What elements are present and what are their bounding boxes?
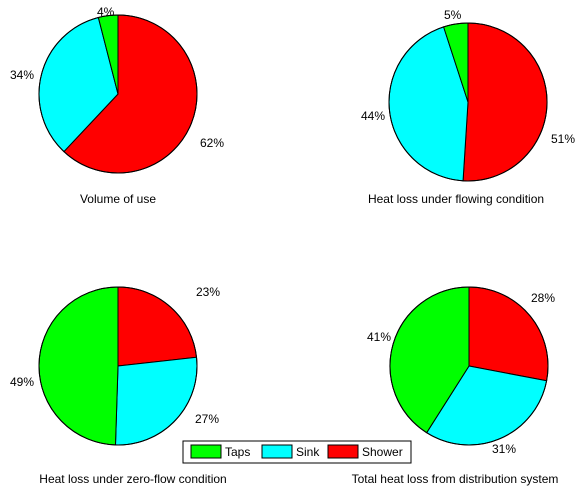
pie-percent-label-sink: 44% xyxy=(361,109,385,123)
legend-swatch-sink xyxy=(261,444,293,459)
pie-percent-label-taps: 49% xyxy=(10,375,34,389)
pie-percent-label-sink: 34% xyxy=(10,68,34,82)
pie-slice-taps xyxy=(38,286,119,446)
pie-chart-volume-of-use: 62% 34% 4% xyxy=(10,5,224,174)
pie-outline xyxy=(38,14,198,174)
legend-label-shower: Shower xyxy=(362,445,403,459)
legend-label-sink: Sink xyxy=(296,445,320,459)
legend-label-taps: Taps xyxy=(225,445,250,459)
pie-percent-label-taps: 4% xyxy=(97,5,115,19)
pie-percent-label-sink: 31% xyxy=(492,442,516,456)
pie-percent-label-sink: 27% xyxy=(195,412,219,426)
chart-caption: Total heat loss from distribution system xyxy=(352,472,559,486)
pie-slice-shower xyxy=(462,22,548,182)
pie-percent-label-taps: 5% xyxy=(444,8,462,22)
legend-swatch-taps xyxy=(190,444,222,459)
pie-percent-label-shower: 51% xyxy=(551,132,575,146)
legend-swatch-shower xyxy=(327,444,359,459)
chart-caption: Heat loss under flowing condition xyxy=(368,192,544,206)
pie-outline xyxy=(388,22,548,182)
pie-slice-shower xyxy=(117,286,198,367)
pie-outline xyxy=(389,286,549,446)
pie-chart-total-heat-loss: 28% 31% 41% xyxy=(367,286,555,456)
pie-percent-label-shower: 62% xyxy=(200,136,224,150)
pie-percent-label-shower: 23% xyxy=(196,285,220,299)
pie-outline xyxy=(38,286,198,446)
legend: Taps Sink Shower xyxy=(182,440,412,464)
chart-caption: Heat loss under zero-flow condition xyxy=(39,472,226,486)
pie-percent-label-shower: 28% xyxy=(531,291,555,305)
chart-caption: Volume of use xyxy=(80,192,156,206)
pie-slice-sink xyxy=(114,356,198,446)
pie-chart-heat-loss-zero-flow: 23% 27% 49% xyxy=(10,285,220,446)
pie-percent-label-taps: 41% xyxy=(367,330,391,344)
pie-chart-heat-loss-flowing: 51% 44% 5% xyxy=(361,8,575,182)
